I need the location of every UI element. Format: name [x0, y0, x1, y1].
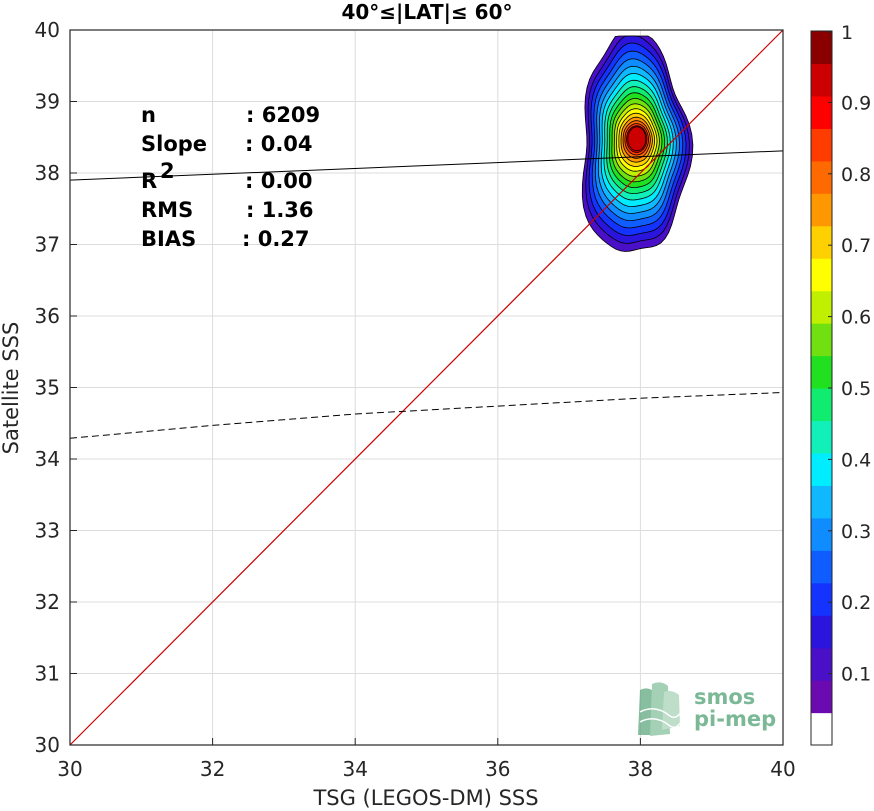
colorbar-segment	[811, 388, 832, 422]
colorbar-segment	[811, 712, 832, 746]
smos-pi-mep-logo: smos pi-mep	[638, 682, 776, 736]
stat-label: Slope	[141, 132, 207, 156]
x-tick-label: 30	[57, 757, 82, 781]
logo-text-line2: pi-mep	[694, 707, 776, 731]
logo-text-line1: smos	[694, 685, 755, 709]
y-tick-label: 39	[35, 90, 60, 114]
stat-value: : 0.27	[242, 227, 310, 251]
colorbar-tick-label: 0.6	[841, 307, 871, 329]
x-tick-label: 36	[485, 757, 510, 781]
colorbar-tick-label: 0.2	[841, 592, 871, 614]
stat-value: : 0.04	[245, 132, 313, 156]
colorbar-tick-label: 0.3	[841, 521, 871, 543]
grid	[69, 29, 784, 746]
colorbar-segment	[811, 355, 832, 389]
colorbar-tick-label: 0.4	[841, 449, 871, 471]
colorbar-segment	[811, 290, 832, 324]
colorbar-segment	[811, 323, 832, 357]
axis-ticks: 30 32 34 36 38 40 30 31 32 33 34 35 36 37 38 39 40	[35, 18, 796, 781]
colorbar-segment	[811, 63, 832, 97]
y-tick-label: 33	[35, 519, 60, 543]
x-tick-label: 40	[770, 757, 795, 781]
fit-lines	[69, 29, 784, 746]
y-tick-label: 34	[35, 447, 60, 471]
y-tick-label: 38	[35, 161, 60, 185]
colorbar-tick-label: 0.1	[841, 664, 871, 686]
y-tick-label: 36	[35, 304, 60, 328]
colorbar-segment	[811, 258, 832, 292]
colorbar-segment	[811, 550, 832, 584]
y-tick-label: 40	[35, 18, 60, 42]
colorbar-segment	[811, 31, 832, 65]
colorbar-segment	[811, 517, 832, 551]
colorbar-tick-label: 0.8	[841, 164, 871, 186]
y-tick-label: 31	[35, 662, 60, 686]
colorbar-tick-label: 1	[841, 22, 853, 44]
colorbar-segment	[811, 647, 832, 681]
x-tick-label: 34	[342, 757, 367, 781]
y-tick-label: 37	[35, 233, 60, 257]
identity-line	[69, 29, 784, 746]
colorbar-segment	[811, 95, 832, 129]
colorbar-segment	[811, 485, 832, 519]
colorbar-segment	[811, 680, 832, 714]
stat-value: : 1.36	[246, 198, 314, 222]
x-tick-label: 38	[628, 757, 653, 781]
x-axis-label: TSG (LEGOS-DM) SSS	[312, 786, 538, 810]
stat-value: : 0.00	[245, 169, 313, 193]
colorbar: 0.1 0.2 0.3 0.4 0.5 0.6 0.7 0.8 0.9 1	[810, 22, 871, 746]
y-tick-label: 35	[35, 376, 60, 400]
colorbar-segment	[811, 582, 832, 616]
dashed-reference-line	[69, 392, 784, 439]
stat-label: R	[141, 169, 157, 193]
y-axis-label: Satellite SSS	[0, 322, 23, 455]
colorbar-tick-label: 0.9	[841, 92, 871, 114]
y-tick-label: 32	[35, 590, 60, 614]
colorbar-tick-label: 0.5	[841, 378, 871, 400]
density-contour-level	[627, 126, 647, 152]
colorbar-tick-label: 0.7	[841, 235, 871, 257]
stat-superscript: 2	[160, 159, 175, 183]
logo-mark	[638, 682, 682, 736]
stat-label: n	[141, 103, 156, 127]
colorbar-segment	[811, 160, 832, 194]
colorbar-segment	[811, 128, 832, 162]
regression-line	[69, 150, 784, 181]
y-tick-label: 30	[35, 733, 60, 757]
chart-title: 40°≤|LAT|≤ 60°	[341, 0, 512, 24]
x-tick-label: 32	[200, 757, 225, 781]
stat-label: RMS	[141, 198, 193, 222]
stats-box: n : 6209 Slope : 0.04 R 2 : 0.00 RMS : 1.36 BIAS:…	[141, 103, 320, 251]
stat-label: BIAS	[141, 227, 196, 251]
colorbar-segment	[811, 420, 832, 454]
colorbar-segment	[811, 452, 832, 486]
colorbar-segment	[811, 193, 832, 227]
colorbar-segment	[811, 225, 832, 259]
density-contours	[581, 35, 694, 252]
stat-value: : 6209	[246, 103, 320, 127]
colorbar-segment	[811, 615, 832, 649]
